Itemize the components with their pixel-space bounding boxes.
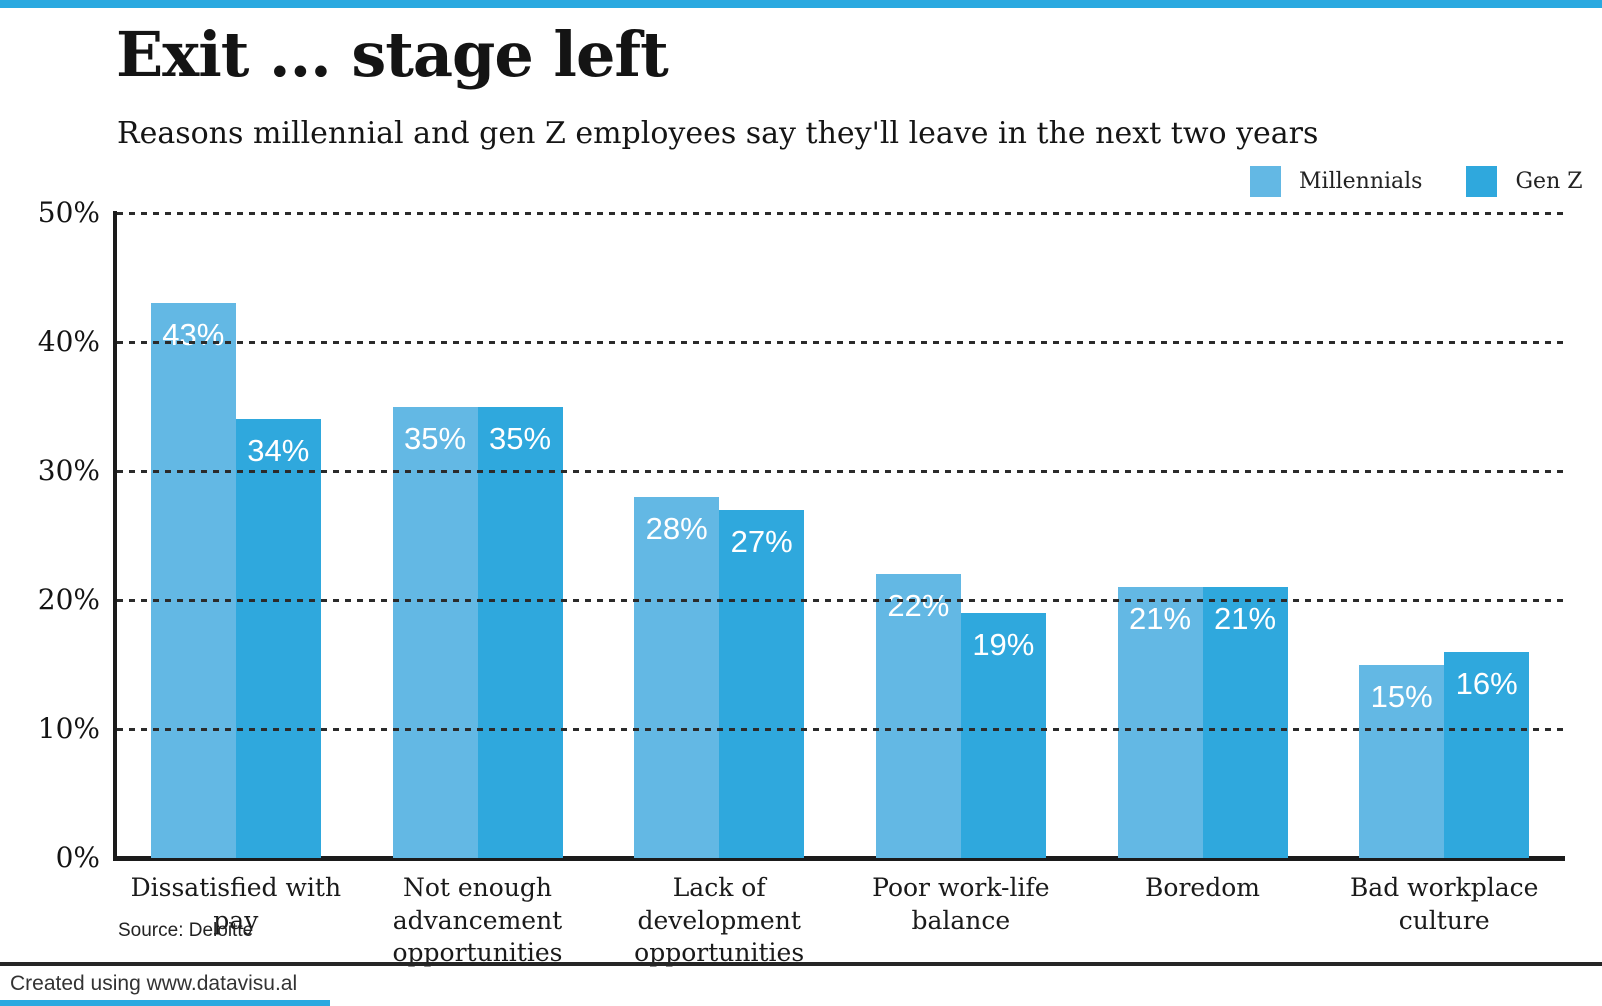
bar-value-label: 28% <box>645 510 708 546</box>
gridline-10 <box>117 728 1565 731</box>
bar-millennials: 22% <box>875 574 961 858</box>
source-note: Source: Deloitte <box>118 920 254 941</box>
bar-group: 22% 19% Poor work-life balance <box>840 213 1082 935</box>
legend-label: Gen Z <box>1515 169 1583 194</box>
bar-value-label: 21% <box>1128 601 1192 637</box>
bar-value-label: 21% <box>1213 601 1277 637</box>
bar-value-label: 35% <box>488 420 552 456</box>
bar-value-label: 35% <box>403 420 467 456</box>
top-accent-bar <box>0 0 1602 8</box>
bar-gen-z: 21% <box>1202 587 1288 858</box>
bar-value-label: 16% <box>1455 665 1518 701</box>
bar-group: 35% 35% Not enough advancement opportuniti… <box>357 213 599 967</box>
x-axis-line <box>113 856 1565 861</box>
category-label: Bad workplace culture <box>1349 873 1539 935</box>
bar-value-label: 15% <box>1370 678 1433 714</box>
legend: Millennials Gen Z <box>1250 166 1583 197</box>
y-tick-label: 50% <box>37 196 100 229</box>
bar-millennials: 21% <box>1117 587 1203 858</box>
legend-swatch <box>1466 166 1498 197</box>
bar-gen-z: 16% <box>1444 651 1530 858</box>
bar-millennials: 15% <box>1359 664 1445 858</box>
y-tick-label: 0% <box>55 841 100 874</box>
bar-value-label: 22% <box>887 588 950 624</box>
plot-area: 43% 34% Dissatisfied with pay 35% 35% Not eno… <box>115 212 1565 967</box>
footer-credit: Created using www.datavisu.al <box>10 972 298 995</box>
bar-gen-z: 34% <box>235 419 321 858</box>
bottom-accent-bar <box>0 1000 330 1006</box>
bar-value-label: 27% <box>730 523 793 559</box>
bar-pair: 28% 27% <box>634 496 805 858</box>
footer-divider <box>0 962 1602 966</box>
bar-pair: 15% 16% <box>1359 651 1530 858</box>
legend-item-millennials: Millennials <box>1250 166 1422 197</box>
bar-gen-z: 35% <box>477 406 563 858</box>
gridline-50 <box>117 212 1565 215</box>
chart-title: Exit ... stage left <box>116 18 669 91</box>
gridline-30 <box>117 470 1565 473</box>
bar-gen-z: 27% <box>719 509 805 858</box>
bar-value-label: 19% <box>972 626 1035 662</box>
bar-pair: 43% 34% <box>150 303 321 858</box>
bar-pair: 22% 19% <box>875 574 1046 858</box>
gridline-20 <box>117 599 1565 602</box>
bar-value-label: 43% <box>162 317 225 353</box>
legend-label: Millennials <box>1299 169 1423 194</box>
bar-millennials: 35% <box>392 406 478 858</box>
y-axis-line <box>113 211 117 860</box>
y-tick-label: 30% <box>37 454 100 487</box>
bar-group: 28% 27% Lack of development opportunities <box>598 213 840 967</box>
chart-subtitle: Reasons millennial and gen Z employees s… <box>117 116 1319 151</box>
y-tick-label: 10% <box>37 712 100 745</box>
bar-millennials: 28% <box>634 496 720 858</box>
y-tick-label: 20% <box>37 583 100 616</box>
y-axis-tick-labels: 50% 40% 30% 20% 10% 0% <box>0 196 106 874</box>
y-tick-label: 40% <box>37 325 100 358</box>
bar-groups: 43% 34% Dissatisfied with pay 35% 35% Not eno… <box>115 213 1565 967</box>
bar-group: 43% 34% Dissatisfied with pay <box>115 213 357 935</box>
bar-group: 15% 16% Bad workplace culture <box>1323 213 1565 935</box>
bar-gen-z: 19% <box>960 612 1046 858</box>
category-label: Lack of development opportunities <box>634 873 805 967</box>
category-label: Dissatisfied with pay <box>130 873 342 935</box>
category-label: Not enough advancement opportunities <box>392 873 563 967</box>
category-label: Poor work-life balance <box>872 873 1050 935</box>
bar-pair: 35% 35% <box>392 406 563 858</box>
bar-millennials: 43% <box>150 303 236 858</box>
gridline-40 <box>117 341 1565 344</box>
bar-pair: 21% 21% <box>1117 587 1288 858</box>
bar-value-label: 34% <box>247 433 310 469</box>
category-label: Boredom <box>1145 873 1260 902</box>
bar-group: 21% 21% Boredom <box>1082 213 1324 902</box>
legend-item-gen-z: Gen Z <box>1466 166 1583 197</box>
legend-swatch <box>1250 166 1281 197</box>
